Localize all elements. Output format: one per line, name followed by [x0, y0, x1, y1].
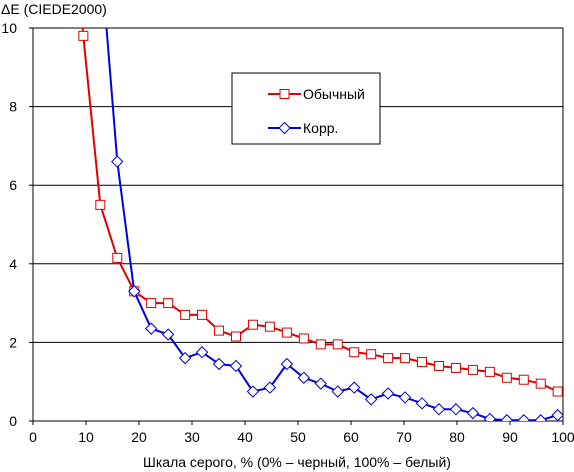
- data-point: [449, 403, 463, 416]
- y-tick-label: 2: [9, 334, 17, 350]
- data-point: [246, 385, 260, 398]
- legend-marker: [278, 121, 291, 135]
- data-point: [280, 357, 294, 371]
- data-point: [315, 339, 326, 350]
- data-point: [347, 381, 361, 394]
- data-point: [349, 347, 360, 358]
- data-point: [230, 331, 241, 342]
- series-2: [105, 28, 563, 421]
- y-tick-label: 6: [9, 177, 17, 193]
- data-point: [500, 414, 514, 421]
- data-point: [518, 374, 529, 385]
- y-tick-label: 0: [9, 413, 17, 429]
- data-point: [364, 393, 378, 406]
- x-tick-label: 70: [396, 429, 412, 445]
- legend-marker: [279, 89, 290, 99]
- data-point: [111, 155, 124, 168]
- data-point: [432, 403, 446, 416]
- data-point: [552, 386, 563, 397]
- y-axis-title: ΔE (CIEDE2000): [1, 1, 107, 17]
- data-point: [314, 377, 327, 390]
- data-point: [95, 199, 106, 210]
- y-axis-ticks: 0 2 4 6 8 10: [1, 20, 33, 429]
- data-point: [264, 321, 275, 332]
- data-point: [450, 362, 461, 373]
- x-axis-ticks: 0 10 20 30 40 50 60 70 80 90 100: [29, 421, 574, 445]
- data-point: [180, 309, 191, 320]
- data-point: [383, 353, 394, 364]
- data-point: [398, 391, 412, 404]
- x-tick-label: 60: [343, 429, 359, 445]
- legend-label: Корр.: [303, 120, 338, 136]
- x-axis-title: Шкала серого, % (0% – черный, 100% – бел…: [143, 454, 451, 470]
- data-point: [400, 353, 411, 364]
- x-tick-label: 10: [78, 429, 94, 445]
- x-tick-label: 50: [290, 429, 306, 445]
- data-point: [212, 357, 226, 371]
- series-layer: [78, 28, 563, 421]
- data-point: [146, 298, 157, 309]
- legend-label: Обычный: [303, 86, 365, 102]
- y-tick-label: 4: [9, 256, 17, 272]
- data-point: [112, 252, 123, 263]
- data-point: [128, 285, 141, 298]
- data-point: [483, 412, 497, 421]
- series-line: [105, 28, 558, 421]
- data-point: [144, 322, 158, 335]
- legend: Обычный Корр.: [231, 72, 381, 145]
- data-point: [195, 346, 209, 359]
- data-point: [551, 408, 563, 421]
- data-point: [484, 366, 495, 377]
- series-1: [78, 28, 563, 397]
- data-point: [501, 372, 512, 383]
- data-point: [517, 414, 530, 421]
- data-point: [417, 357, 428, 368]
- y-tick-label: 10: [1, 20, 17, 36]
- data-point: [297, 371, 311, 384]
- data-point: [163, 298, 174, 309]
- data-point: [178, 351, 192, 365]
- x-tick-label: 90: [502, 429, 518, 445]
- data-point: [161, 328, 175, 341]
- x-tick-label: 80: [449, 429, 465, 445]
- data-point: [247, 319, 258, 330]
- x-tick-label: 20: [131, 429, 147, 445]
- data-point: [466, 406, 480, 420]
- data-point: [415, 397, 429, 410]
- data-point: [534, 414, 547, 421]
- data-point: [263, 381, 277, 394]
- data-point: [332, 339, 343, 350]
- data-point: [535, 378, 546, 389]
- legend-box: [231, 72, 381, 145]
- data-point: [229, 359, 243, 373]
- x-tick-label: 100: [551, 429, 574, 445]
- data-point: [381, 387, 395, 400]
- data-point: [298, 333, 309, 344]
- data-point: [281, 327, 292, 338]
- x-tick-label: 30: [184, 429, 200, 445]
- data-point: [331, 385, 344, 398]
- x-tick-label: 40: [237, 429, 253, 445]
- x-tick-label: 0: [29, 429, 37, 445]
- data-point: [467, 364, 478, 375]
- data-point: [197, 309, 208, 320]
- data-point: [214, 325, 225, 336]
- y-tick-label: 8: [9, 99, 17, 115]
- data-point: [78, 30, 89, 41]
- data-point: [366, 349, 377, 360]
- data-point: [433, 360, 444, 371]
